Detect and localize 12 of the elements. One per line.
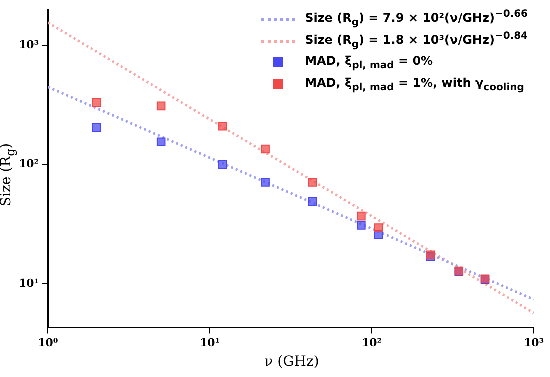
x-tick-label: 10¹ xyxy=(200,336,220,350)
legend-label: MAD, ξ$_{pl, mad}$ = 0% xyxy=(305,54,434,72)
legend-label: Size (R$_{g}$) = 7.9 × 10²(ν/GHz)$^{−0.66}$ xyxy=(305,9,528,29)
legend-label: Size (R$_{g}$) = 1.8 × 10³(ν/GHz)$^{−0.84}$ xyxy=(305,31,528,51)
y-tick-label: 10¹ xyxy=(18,276,40,290)
y-tick-label: 10³ xyxy=(18,38,40,52)
x-tick-label: 10² xyxy=(362,336,382,350)
x-tick-label: 10⁰ xyxy=(38,336,58,350)
y-tick-label: 10² xyxy=(18,158,40,171)
legend-label: MAD, ξ$_{pl, mad}$ = 1%, with γ$_{cooling}$ xyxy=(305,76,524,94)
x-tick-label: 10³ xyxy=(524,336,544,350)
x-axis-title: ν (GHz) xyxy=(264,354,320,370)
